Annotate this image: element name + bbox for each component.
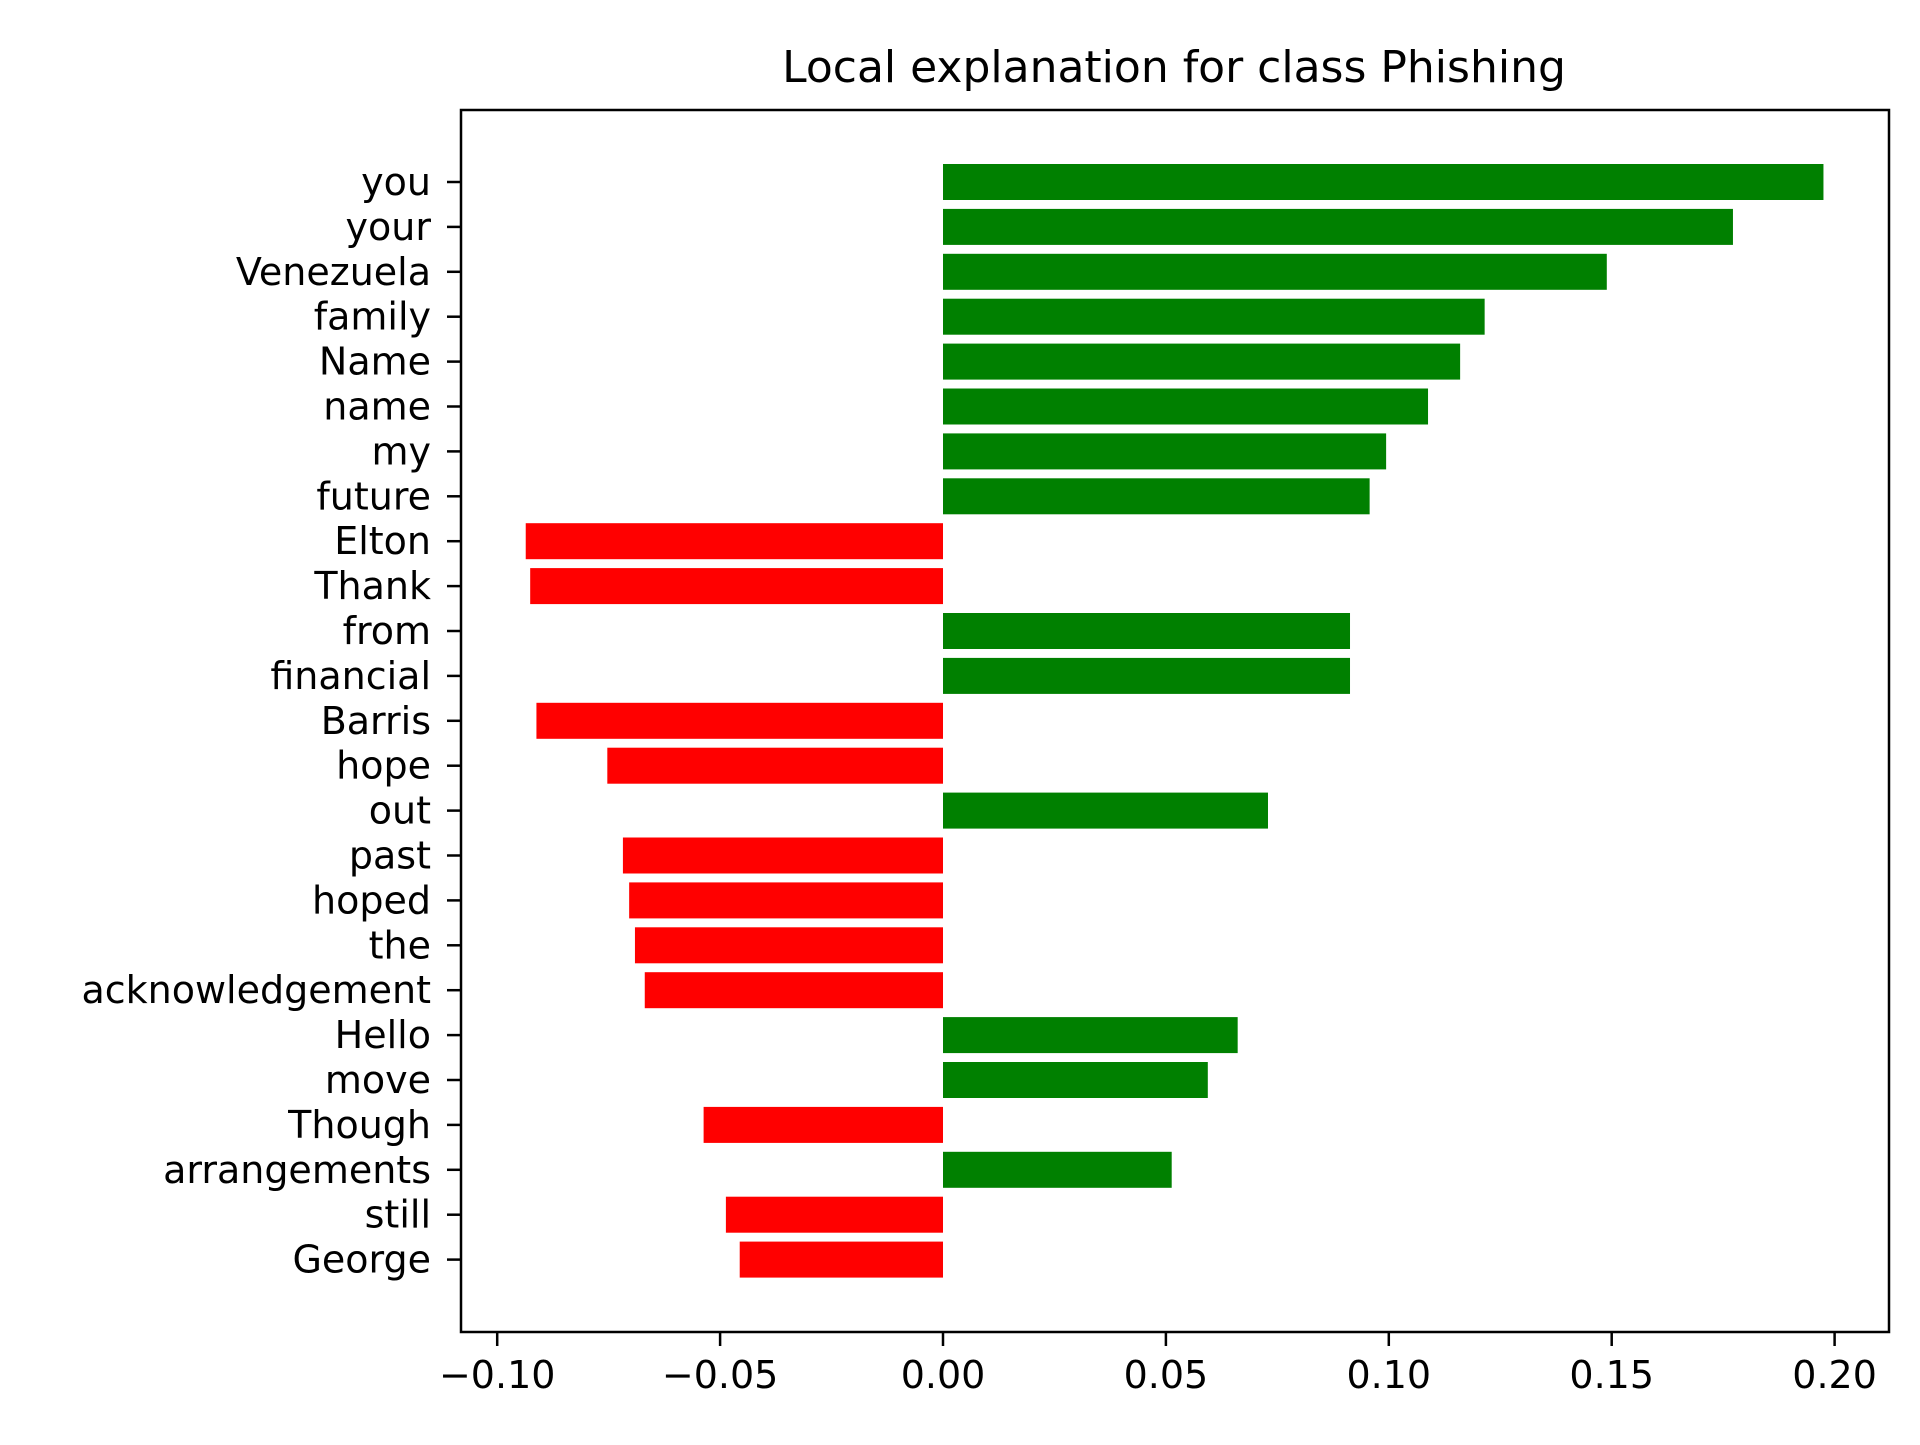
bar-9 bbox=[530, 568, 943, 605]
plot-frame bbox=[459, 108, 1891, 1334]
y-tick-label-17: the bbox=[369, 923, 431, 967]
y-tick-label-3: family bbox=[314, 295, 431, 339]
y-tick-label-5: name bbox=[323, 385, 431, 429]
bar-15 bbox=[622, 837, 943, 874]
bars bbox=[525, 164, 1824, 1278]
y-tick-label-14: out bbox=[369, 789, 431, 833]
y-tick-label-11: financial bbox=[270, 654, 431, 698]
bar-20 bbox=[943, 1062, 1208, 1098]
x-tick-label-3: 0.05 bbox=[1124, 1353, 1209, 1397]
y-tick-label-20: move bbox=[325, 1058, 431, 1102]
y-tick-label-12: Barris bbox=[321, 699, 431, 743]
bar-1 bbox=[943, 208, 1733, 245]
y-tick-label-9: Thank bbox=[313, 564, 431, 608]
bar-6 bbox=[943, 433, 1387, 470]
y-tick-label-2: Venezuela bbox=[236, 250, 431, 294]
bar-17 bbox=[634, 927, 943, 964]
y-tick-label-1: your bbox=[346, 205, 432, 249]
y-tick-label-10: from bbox=[343, 609, 431, 653]
y-tick-label-24: George bbox=[292, 1238, 431, 1282]
x-tick-label-1: −0.05 bbox=[662, 1353, 778, 1397]
bar-18 bbox=[644, 972, 943, 1009]
bar-24 bbox=[739, 1241, 943, 1278]
bar-16 bbox=[629, 882, 943, 919]
x-tick-label-4: 0.10 bbox=[1346, 1353, 1431, 1397]
bar-8 bbox=[525, 523, 943, 560]
bar-7 bbox=[943, 478, 1370, 515]
y-tick-label-21: Though bbox=[287, 1103, 431, 1147]
y-tick-label-8: Elton bbox=[334, 519, 431, 563]
x-tick-label-2: 0.00 bbox=[901, 1353, 986, 1397]
y-tick-label-0: you bbox=[361, 160, 431, 204]
axis-ticks: youyourVenezuelafamilyNamenamemyfutureEl… bbox=[81, 160, 1876, 1397]
x-tick-label-6: 0.20 bbox=[1792, 1353, 1877, 1397]
bar-4 bbox=[943, 343, 1461, 380]
y-tick-label-19: Hello bbox=[335, 1013, 431, 1057]
bar-14 bbox=[943, 792, 1268, 829]
y-tick-label-15: past bbox=[349, 834, 431, 878]
bar-23 bbox=[725, 1196, 943, 1233]
bar-13 bbox=[607, 747, 943, 784]
bar-2 bbox=[943, 253, 1607, 290]
x-tick-label-5: 0.15 bbox=[1569, 1353, 1654, 1397]
y-tick-label-23: still bbox=[365, 1193, 431, 1237]
bar-10 bbox=[943, 613, 1351, 649]
bar-11 bbox=[943, 657, 1351, 694]
bar-3 bbox=[943, 298, 1485, 335]
bar-19 bbox=[943, 1017, 1238, 1054]
bar-0 bbox=[943, 164, 1824, 200]
chart-title: Local explanation for class Phishing bbox=[782, 42, 1566, 93]
y-tick-label-22: arrangements bbox=[163, 1148, 431, 1192]
x-tick-label-0: −0.10 bbox=[439, 1353, 555, 1397]
y-tick-label-4: Name bbox=[319, 340, 431, 384]
bar-5 bbox=[943, 388, 1429, 425]
y-tick-label-13: hope bbox=[336, 744, 431, 788]
bar-21 bbox=[703, 1106, 943, 1143]
bar-22 bbox=[943, 1151, 1172, 1188]
y-tick-label-18: acknowledgement bbox=[81, 968, 431, 1012]
y-tick-label-16: hoped bbox=[312, 878, 431, 922]
y-tick-label-7: future bbox=[316, 474, 431, 518]
y-tick-label-6: my bbox=[371, 429, 431, 473]
bar-12 bbox=[536, 702, 943, 739]
